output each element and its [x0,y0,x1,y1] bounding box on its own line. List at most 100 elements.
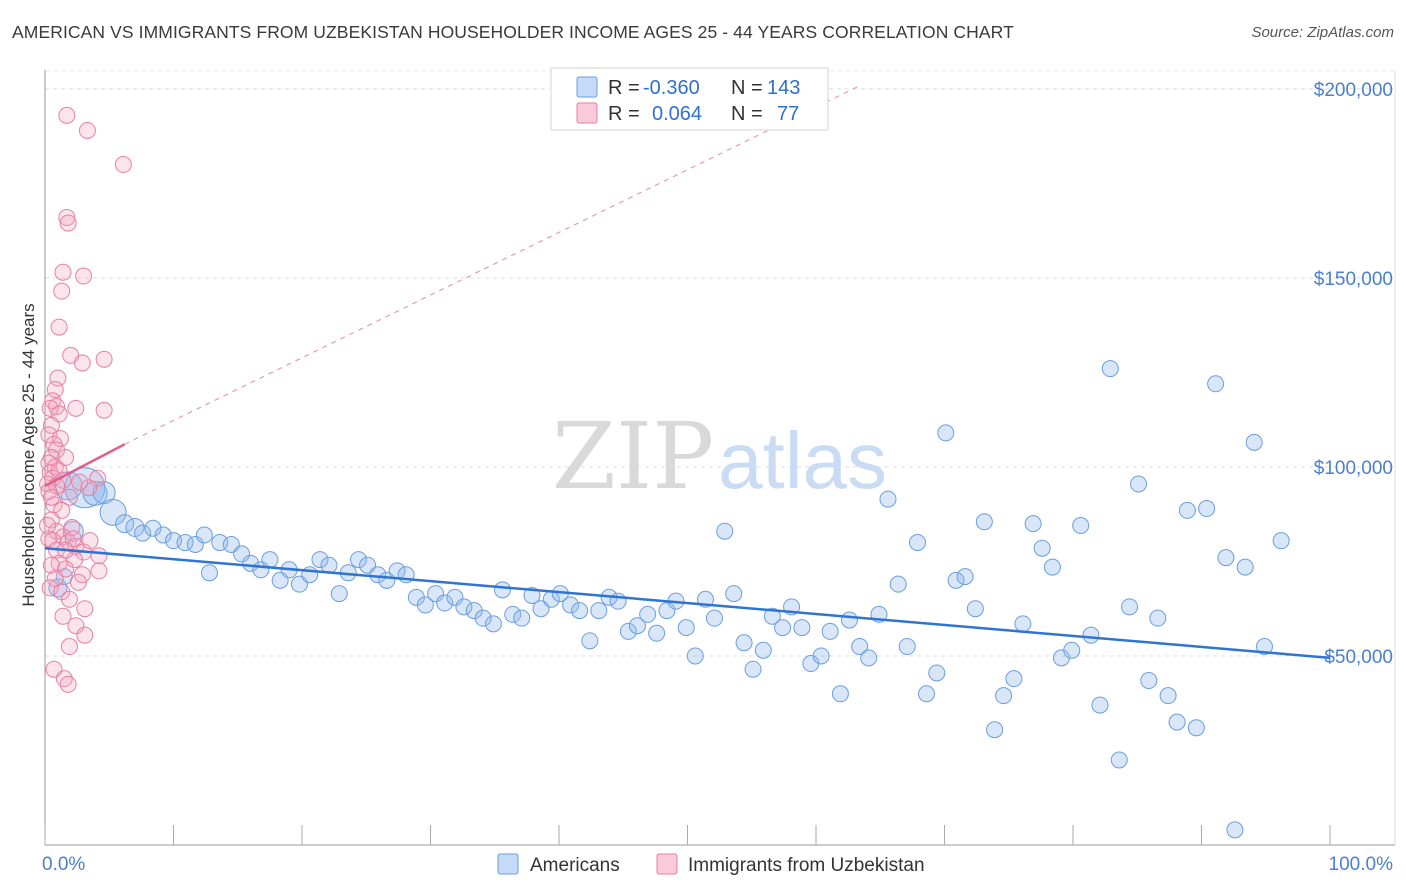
stats-legend: R = -0.360 N = 143 R = 0.064 N = 77 [550,67,829,131]
point-americans [763,607,781,625]
point-americans [1014,615,1032,633]
point-americans [1130,475,1148,493]
point-americans [937,424,955,442]
x-tick-label: 100.0% [1329,854,1394,875]
point-americans [1245,433,1263,451]
point-uzbekistan [67,399,85,417]
point-americans [99,498,127,526]
legend-n-label-1: N = [731,77,763,99]
legend-n-value-2: 77 [777,103,799,125]
point-americans [455,598,473,616]
point-americans [581,632,599,650]
trendline-uzbekistan-extension [124,84,862,445]
point-americans [851,638,869,656]
point-americans [705,609,723,627]
point-americans [562,596,580,614]
point-americans [1140,672,1158,690]
point-americans [427,585,445,603]
point-americans [436,594,454,612]
point-americans [493,581,511,599]
point-americans [1005,670,1023,688]
y-tick-label: $200,000 [1314,80,1393,101]
point-americans [350,551,368,569]
bottom-legend-americans: Americans [530,855,620,876]
point-americans [928,664,946,682]
point-uzbekistan [75,267,93,285]
point-americans [947,571,965,589]
point-americans [1149,609,1167,627]
point-americans [513,609,531,627]
point-americans [1255,638,1273,656]
point-americans [619,622,637,640]
point-americans [154,526,172,544]
point-uzbekistan [42,556,60,574]
point-americans [1187,719,1205,737]
point-americans [898,638,916,656]
point-americans [966,600,984,618]
point-americans [986,721,1004,739]
point-uzbekistan [80,479,98,497]
point-uzbekistan [95,401,113,419]
point-americans [889,575,907,593]
point-americans [195,526,213,544]
axes-layer [44,70,1396,846]
point-americans [812,647,830,665]
x-tick-labels: 0.0% 100.0% [42,854,1393,875]
point-americans [909,534,927,552]
point-americans [686,647,704,665]
point-americans [1024,515,1042,533]
point-uzbekistan [60,590,78,608]
point-uzbekistan [54,263,72,281]
point-uzbekistan [71,473,89,491]
source-credit: Source: ZipAtlas.com [1251,24,1394,41]
point-americans [590,602,608,620]
point-uzbekistan [89,469,107,487]
legend-swatch-americans [576,76,598,98]
legend-r-value-1: -0.360 [643,77,700,99]
point-uzbekistan [95,350,113,368]
chart-title: AMERICAN VS IMMIGRANTS FROM UZBEKISTAN H… [12,22,1014,42]
point-americans [330,585,348,603]
point-uzbekistan [39,517,57,535]
legend-r-value-2: 0.064 [652,103,702,125]
point-americans [735,634,753,652]
point-uzbekistan [59,214,77,232]
point-americans [115,514,135,534]
point-americans [744,660,762,678]
point-americans [233,545,251,563]
point-uzbekistan [76,626,94,644]
points-layer [39,106,1290,839]
point-americans [200,564,218,582]
point-americans [1272,532,1290,550]
point-americans [484,615,502,633]
point-uzbekistan [78,121,96,139]
point-uzbekistan [60,638,78,656]
point-uzbekistan [58,106,76,124]
watermark-atlas: atlas [718,416,887,505]
point-uzbekistan [49,369,67,387]
y-tick-label: $150,000 [1314,269,1393,290]
point-uzbekistan [51,430,69,448]
point-americans [1217,549,1235,567]
point-americans [840,611,858,629]
point-uzbekistan [67,617,85,635]
point-americans [774,619,792,637]
point-uzbekistan [54,607,72,625]
point-americans [144,519,162,537]
point-americans [677,619,695,637]
point-uzbekistan [90,562,108,580]
point-americans [504,605,522,623]
point-americans [754,641,772,659]
point-americans [918,685,936,703]
point-americans [658,602,676,620]
point-americans [1101,360,1119,378]
point-americans [639,605,657,623]
point-americans [716,522,734,540]
bottom-legend-uzbekistan: Immigrants from Uzbekistan [688,855,925,876]
point-uzbekistan [114,156,132,174]
point-americans [92,481,116,505]
x-tick-label: 0.0% [42,854,85,875]
point-americans [1082,626,1100,644]
point-americans [186,535,204,553]
point-americans [648,624,666,642]
